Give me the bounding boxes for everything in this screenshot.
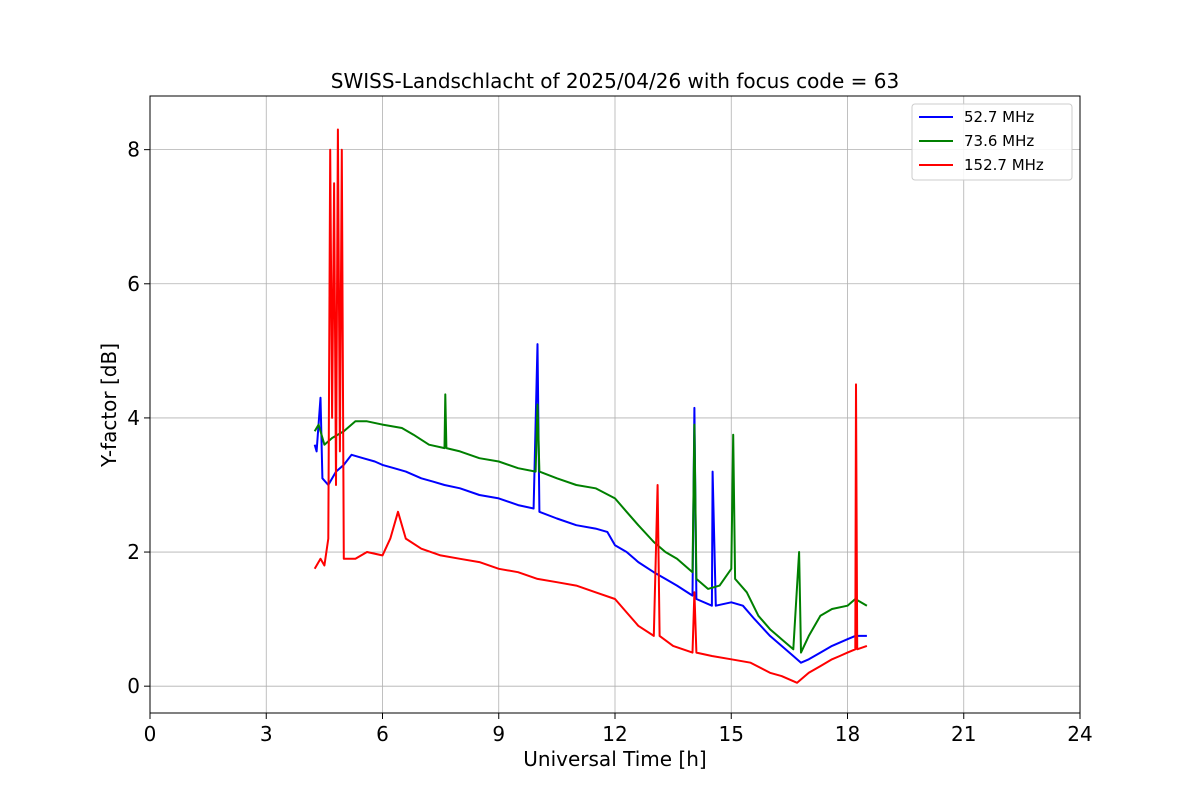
series-line	[313, 393, 868, 654]
x-tick-label: 9	[492, 722, 505, 746]
y-tick-label: 8	[127, 138, 140, 162]
y-tick-label: 6	[127, 272, 140, 296]
legend-label: 52.7 MHz	[964, 108, 1034, 126]
y-tick-label: 2	[127, 540, 140, 564]
x-tick-label: 24	[1067, 722, 1092, 746]
x-axis-label: Universal Time [h]	[523, 747, 706, 771]
series-layer	[313, 128, 868, 684]
chart-title: SWISS-Landschlacht of 2025/04/26 with fo…	[331, 69, 899, 93]
legend-label: 152.7 MHz	[964, 156, 1044, 174]
x-tick-label: 15	[719, 722, 744, 746]
legend-label: 73.6 MHz	[964, 132, 1034, 150]
legend-frame	[911, 103, 1073, 181]
x-tick-label: 18	[835, 722, 860, 746]
y-axis-label: Y-factor [dB]	[97, 343, 121, 468]
x-tick-label: 6	[376, 722, 389, 746]
x-tick-label: 0	[144, 722, 157, 746]
x-tick-label: 12	[602, 722, 627, 746]
series-line	[313, 343, 867, 664]
x-tick-label: 21	[951, 722, 976, 746]
legend-items: 52.7 MHz 73.6 MHz 152.7 MHz	[919, 108, 1044, 174]
y-tick-label: 4	[127, 406, 140, 430]
series-line	[313, 128, 868, 684]
x-tick-label: 3	[260, 722, 273, 746]
legend: 52.7 MHz 73.6 MHz 152.7 MHz	[911, 103, 1073, 181]
y-tick-label: 0	[127, 674, 140, 698]
